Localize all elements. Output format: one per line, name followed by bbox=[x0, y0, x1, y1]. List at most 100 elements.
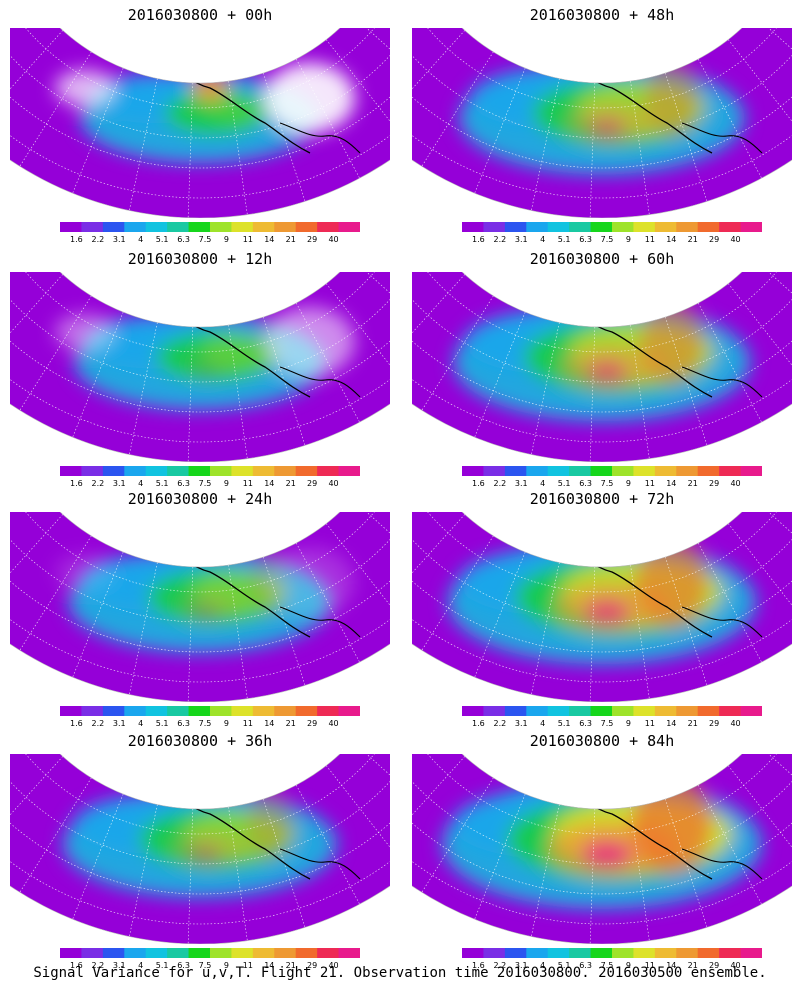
colorbar-swatch bbox=[547, 706, 570, 716]
colorbar: 1.6 2.2 3.1 4 5.1 6.3 7.5 9 11 14 21 29 40 bbox=[462, 222, 762, 244]
colorbar-swatch bbox=[654, 948, 677, 958]
map-panel: 2016030800 + 36h 1.6 2.2 3.1 4 5.1 6.3 7.5 9 11 14… bbox=[10, 732, 390, 972]
colorbar-tick-label: 1.6 bbox=[472, 479, 485, 488]
colorbar-tick-label: 2.2 bbox=[493, 479, 506, 488]
colorbar-tick-label: 7.5 bbox=[199, 719, 212, 728]
colorbar-swatch bbox=[210, 948, 232, 958]
colorbar-swatch bbox=[102, 948, 125, 958]
colorbar-tick-label: 5.1 bbox=[558, 235, 571, 244]
colorbar-swatch bbox=[612, 466, 634, 476]
colorbar-tick-label: 11 bbox=[243, 719, 253, 728]
colorbar-swatch bbox=[145, 706, 168, 716]
colorbar-swatch bbox=[167, 466, 190, 476]
panel-title: 2016030800 + 84h bbox=[529, 732, 675, 750]
colorbar: 1.6 2.2 3.1 4 5.1 6.3 7.5 9 11 14 21 29 40 bbox=[462, 706, 762, 728]
colorbar-tick-label: 21 bbox=[688, 719, 698, 728]
colorbar-swatch bbox=[719, 466, 742, 476]
colorbar-tick-label: 14 bbox=[264, 961, 274, 970]
colorbar-swatch bbox=[569, 706, 592, 716]
colorbar-swatch bbox=[124, 222, 147, 232]
colorbar-swatch bbox=[167, 948, 190, 958]
variance-map bbox=[10, 272, 390, 462]
colorbar-tick-label: 7.5 bbox=[199, 235, 212, 244]
colorbar-tick-label: 21 bbox=[286, 961, 296, 970]
colorbar-tick-label: 6.3 bbox=[177, 479, 190, 488]
colorbar-swatch bbox=[569, 222, 592, 232]
colorbar-tick-label: 29 bbox=[307, 961, 317, 970]
colorbar-tick-label: 6.3 bbox=[177, 719, 190, 728]
colorbar-tick-label: 6.3 bbox=[579, 479, 592, 488]
colorbar-swatch bbox=[338, 948, 360, 958]
colorbar-tick-label: 7.5 bbox=[601, 479, 614, 488]
colorbar-tick-label: 1.6 bbox=[70, 961, 83, 970]
colorbar-tick-label: 4 bbox=[540, 479, 545, 488]
colorbar-tick-label: 40 bbox=[328, 235, 338, 244]
colorbar-tick-label: 5.1 bbox=[156, 961, 169, 970]
colorbar-tick-label: 4 bbox=[540, 235, 545, 244]
colorbar-tick-label: 9 bbox=[626, 235, 631, 244]
colorbar-swatch bbox=[612, 222, 634, 232]
colorbar-tick-label: 2.2 bbox=[493, 235, 506, 244]
colorbar-swatch bbox=[633, 466, 656, 476]
panel-title: 2016030800 + 36h bbox=[127, 732, 273, 750]
variance-map bbox=[412, 272, 792, 462]
colorbar: 1.6 2.2 3.1 4 5.1 6.3 7.5 9 11 14 21 29 40 bbox=[60, 466, 360, 488]
colorbar-swatch bbox=[210, 466, 232, 476]
colorbar-swatch bbox=[81, 948, 104, 958]
colorbar-swatch bbox=[697, 948, 720, 958]
colorbar-swatch bbox=[60, 948, 82, 958]
colorbar-swatch bbox=[188, 948, 211, 958]
colorbar-tick-label: 40 bbox=[730, 479, 740, 488]
colorbar-tick-label: 4 bbox=[138, 719, 143, 728]
colorbar-swatch bbox=[526, 706, 549, 716]
colorbar-swatch bbox=[167, 222, 190, 232]
colorbar-tick-label: 21 bbox=[286, 479, 296, 488]
colorbar-tick-label: 3.1 bbox=[113, 719, 126, 728]
colorbar-swatch bbox=[504, 948, 527, 958]
colorbar-swatch bbox=[145, 948, 168, 958]
colorbar-swatch bbox=[740, 222, 762, 232]
colorbar-tick-label: 1.6 bbox=[70, 235, 83, 244]
map-panel: 2016030800 + 60h 1.6 2.2 3.1 4 5.1 6.3 7.5 9 11 14… bbox=[412, 250, 792, 490]
colorbar: 1.6 2.2 3.1 4 5.1 6.3 7.5 9 11 14 21 29 40 bbox=[60, 222, 360, 244]
colorbar-swatch bbox=[590, 706, 613, 716]
colorbar-tick-label: 6.3 bbox=[579, 719, 592, 728]
colorbar-swatch bbox=[654, 706, 677, 716]
colorbar-swatch bbox=[547, 466, 570, 476]
colorbar-swatch bbox=[526, 948, 549, 958]
colorbar-tick-label: 1.6 bbox=[70, 479, 83, 488]
colorbar-swatch bbox=[504, 222, 527, 232]
colorbar-swatch bbox=[295, 222, 318, 232]
colorbar-tick-label: 21 bbox=[688, 235, 698, 244]
colorbar-swatch bbox=[124, 706, 147, 716]
colorbar-tick-label: 14 bbox=[666, 961, 676, 970]
colorbar-tick-label: 7.5 bbox=[199, 479, 212, 488]
colorbar-tick-label: 29 bbox=[307, 719, 317, 728]
map-panel: 2016030800 + 48h 1.6 2.2 3.1 4 5.1 6.3 7.5 9 11 14… bbox=[412, 6, 792, 246]
colorbar-tick-label: 2.2 bbox=[493, 719, 506, 728]
colorbar-swatch bbox=[81, 466, 104, 476]
colorbar-tick-label: 14 bbox=[264, 479, 274, 488]
colorbar-swatch bbox=[274, 706, 297, 716]
panel-title: 2016030800 + 12h bbox=[127, 250, 273, 268]
colorbar-tick-label: 14 bbox=[666, 235, 676, 244]
variance-map bbox=[10, 512, 390, 702]
colorbar-tick-label: 5.1 bbox=[156, 719, 169, 728]
colorbar: 1.6 2.2 3.1 4 5.1 6.3 7.5 9 11 14 21 29 40 bbox=[60, 948, 360, 970]
colorbar-swatch bbox=[740, 948, 762, 958]
colorbar-swatch bbox=[676, 948, 699, 958]
colorbar-swatch bbox=[547, 222, 570, 232]
colorbar-tick-label: 2.2 bbox=[493, 961, 506, 970]
colorbar-tick-label: 29 bbox=[709, 479, 719, 488]
colorbar-tick-label: 29 bbox=[709, 235, 719, 244]
colorbar-swatch bbox=[654, 466, 677, 476]
colorbar-swatch bbox=[483, 466, 506, 476]
colorbar-tick-label: 11 bbox=[243, 235, 253, 244]
colorbar-tick-label: 21 bbox=[688, 961, 698, 970]
colorbar-tick-label: 3.1 bbox=[113, 235, 126, 244]
panel-title: 2016030800 + 72h bbox=[529, 490, 675, 508]
colorbar-swatch bbox=[697, 466, 720, 476]
colorbar-tick-label: 2.2 bbox=[91, 235, 104, 244]
variance-map bbox=[412, 754, 792, 944]
colorbar-swatch bbox=[504, 466, 527, 476]
